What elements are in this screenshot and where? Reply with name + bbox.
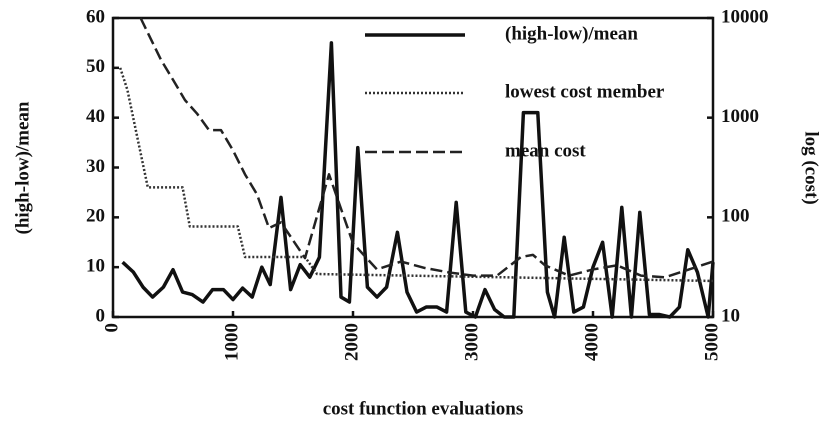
y-tick-label: 10 xyxy=(86,256,105,277)
x-tick-label: 3000 xyxy=(461,323,482,361)
y2-tick-label: 10 xyxy=(721,305,740,326)
y-tick-label: 0 xyxy=(96,305,106,326)
y-tick-label: 30 xyxy=(86,156,105,177)
y2-tick-label: 1000 xyxy=(721,106,759,127)
plot-frame xyxy=(111,16,715,319)
legend-label: mean cost xyxy=(505,140,586,161)
y2-tick-label: 100 xyxy=(721,206,750,227)
legend-label: lowest cost member xyxy=(505,81,665,102)
y-tick-label: 20 xyxy=(86,206,105,227)
y-tick-label: 40 xyxy=(86,106,105,127)
series-line xyxy=(139,17,714,279)
x-tick-label: 0 xyxy=(101,323,122,333)
x-axis-label: cost function evaluations xyxy=(323,398,524,419)
x-tick-label: 1000 xyxy=(221,323,242,361)
series-line xyxy=(119,67,714,283)
y-axis-label: (high-low)/mean xyxy=(12,101,33,234)
series-line xyxy=(121,41,715,319)
y-tick-label: 50 xyxy=(86,56,105,77)
y-tick-label: 60 xyxy=(86,6,105,27)
y2-tick-label: 10000 xyxy=(721,6,769,27)
y2-axis-label: log (cost) xyxy=(801,131,822,204)
legend-label: (high-low)/mean xyxy=(505,23,638,44)
x-tick-label: 5000 xyxy=(701,323,722,361)
x-tick-label: 2000 xyxy=(341,323,362,361)
x-tick-label: 4000 xyxy=(581,323,602,361)
